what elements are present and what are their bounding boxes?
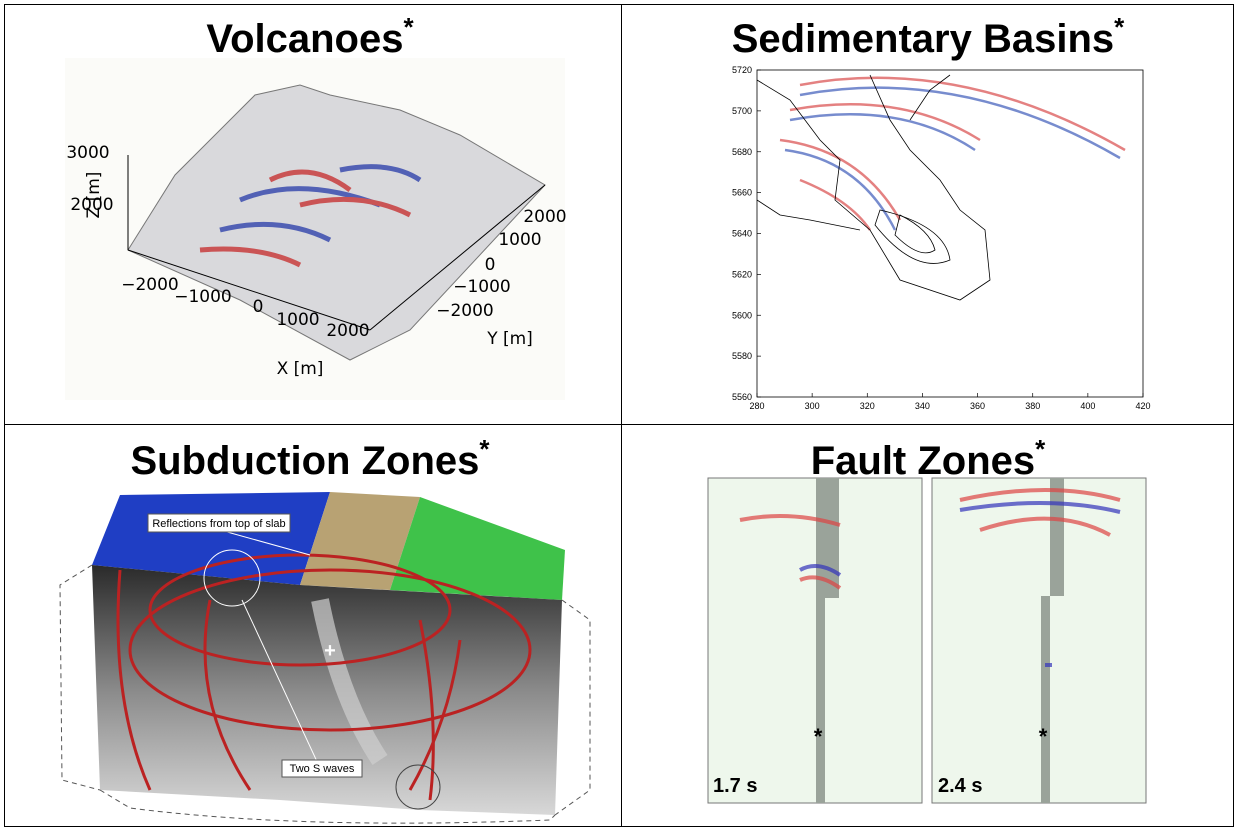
tick-label: 0 (253, 297, 264, 317)
cell-title: Volcanoes* (206, 12, 414, 61)
tick-label: 5600 (732, 310, 752, 320)
tick-label: 5680 (732, 147, 752, 157)
tick-label: 2000 (70, 195, 113, 215)
basin-image (757, 70, 1143, 397)
time-label: 1.7 s (713, 775, 757, 797)
source-marker: * (1039, 724, 1048, 749)
cell-title: Sedimentary Basins* (732, 12, 1125, 61)
tick-label: 420 (1135, 401, 1150, 411)
tick-label: 5720 (732, 65, 752, 75)
tick-label: 320 (860, 401, 875, 411)
annotation: Two S waves (290, 763, 355, 775)
source-marker: + (324, 640, 336, 662)
tick-label: 5660 (732, 188, 752, 198)
tick-label: 380 (1025, 401, 1040, 411)
tick-label: 1000 (498, 230, 541, 250)
tick-label: 2000 (326, 321, 369, 341)
tick-label: −2000 (121, 275, 179, 295)
source-marker: * (814, 724, 823, 749)
tick-label: 5620 (732, 269, 752, 279)
page: Volcanoes* Sedimentary Basins* Subductio… (0, 0, 1238, 831)
annotation: Reflections from top of slab (152, 518, 285, 530)
tick-label: −1000 (453, 277, 511, 297)
fault-image (708, 478, 1146, 803)
cell-title: Subduction Zones* (131, 434, 491, 483)
axis-label: X [m] (277, 359, 324, 379)
axis-label: Y [m] (486, 329, 533, 349)
tick-label: 340 (915, 401, 930, 411)
tick-label: −2000 (436, 301, 494, 321)
tick-label: 300 (805, 401, 820, 411)
tick-label: 3000 (66, 143, 109, 163)
tick-label: −1000 (174, 287, 232, 307)
tick-label: 1000 (276, 310, 319, 330)
tick-label: 0 (485, 255, 496, 275)
tick-label: 2000 (523, 207, 566, 227)
tick-label: 280 (749, 401, 764, 411)
tick-label: 5700 (732, 106, 752, 116)
cell-title: Fault Zones* (811, 434, 1046, 483)
tick-label: 5580 (732, 351, 752, 361)
tick-label: 360 (970, 401, 985, 411)
tick-label: 400 (1080, 401, 1095, 411)
time-label: 2.4 s (938, 775, 982, 797)
tick-label: 5640 (732, 229, 752, 239)
